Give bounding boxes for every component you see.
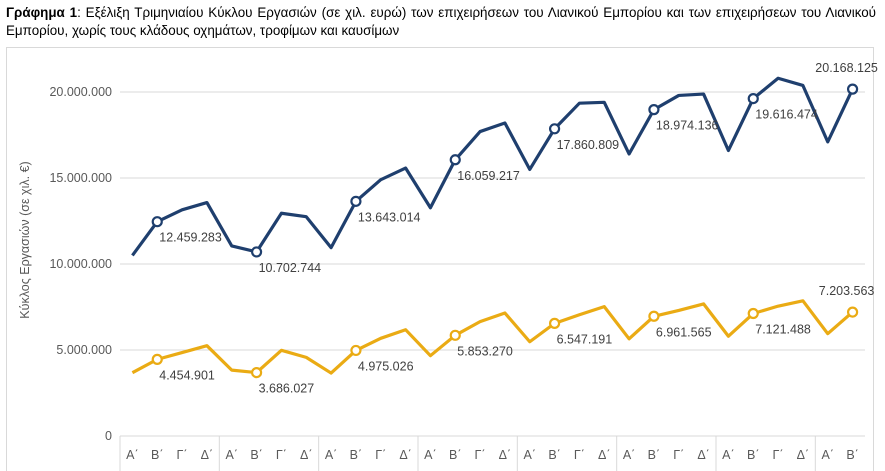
x-tick-label: Δ΄	[598, 448, 611, 462]
x-tick-label: Γ΄	[375, 448, 386, 462]
series-lines	[131, 76, 855, 375]
data-point-marker	[350, 344, 362, 357]
data-label: 5.853.270	[457, 344, 513, 358]
data-label: 7.121.488	[755, 323, 811, 337]
y-tick-label: 20.000.000	[49, 85, 112, 99]
x-tick-label: Γ΄	[773, 448, 784, 462]
series-markers	[151, 83, 859, 379]
data-point-marker	[846, 306, 859, 318]
data-label: 12.459.283	[159, 231, 222, 245]
x-tick-label: Δ΄	[300, 448, 313, 462]
data-point-marker	[350, 195, 362, 207]
data-label: 6.547.191	[557, 332, 613, 346]
data-point-marker	[747, 92, 759, 105]
x-tick-label: Γ΄	[177, 448, 188, 462]
data-label: 10.702.744	[259, 261, 322, 275]
series-line-1	[131, 76, 855, 257]
x-tick-label: Γ΄	[673, 448, 684, 462]
data-labels: 12.459.283 10.702.744 13.643.014 16.059.217…	[159, 61, 878, 395]
data-label: 7.203.563	[819, 284, 875, 298]
data-point-marker	[151, 353, 163, 365]
data-label: 13.643.014	[358, 210, 421, 224]
chart-caption: Γράφημα 1: Εξέλιξη Τριμηνιαίου Κύκλου Ερ…	[6, 4, 876, 40]
data-label: 20.168.125	[815, 61, 878, 75]
data-point-marker	[449, 329, 461, 341]
gridlines	[120, 91, 865, 437]
x-tick-label: Β΄	[548, 448, 561, 462]
data-label: 18.974.136	[656, 119, 719, 133]
x-tick-label: Α΄	[325, 448, 338, 462]
data-point-marker	[449, 154, 461, 166]
x-tick-label: Α΄	[226, 448, 239, 462]
data-label: 16.059.217	[457, 169, 520, 183]
x-tick-label: Α΄	[424, 448, 437, 462]
x-tick-label: Β΄	[449, 448, 462, 462]
x-tick-label: Α΄	[524, 448, 537, 462]
chart-frame	[6, 47, 874, 471]
x-tick-label: Γ΄	[276, 448, 287, 462]
x-tick-label: Δ΄	[697, 448, 710, 462]
data-label: 4.975.026	[358, 359, 414, 373]
data-point-marker	[648, 104, 660, 116]
x-tick-label: Α΄	[126, 448, 139, 462]
y-axis-label: Κύκλος Εργασιών (σε χιλ. €)	[18, 161, 32, 318]
data-label: 4.454.901	[159, 368, 215, 382]
data-point-marker	[846, 83, 859, 95]
x-tick-label: Α΄	[722, 448, 735, 462]
x-tick-label: Β΄	[250, 448, 263, 462]
series-line-2	[131, 299, 854, 375]
caption-prefix: Γράφημα 1	[6, 5, 78, 20]
y-axis-ticks: 0 5.000.000 10.000.000 15.000.000 20.000.000	[49, 85, 112, 443]
y-tick-label: 15.000.000	[49, 171, 112, 185]
x-tick-label: Δ΄	[499, 448, 512, 462]
data-point-marker	[548, 317, 561, 329]
y-tick-label: 10.000.000	[49, 257, 112, 271]
x-tick-label: Δ΄	[201, 448, 214, 462]
x-axis: Α΄ Β΄ Γ΄ Δ΄ Α΄ Β΄ Γ΄ Δ΄ Α΄ Β΄ Γ΄ Δ΄ Α΄ Β΄ Γ΄ Δ΄ Α΄ Β΄ Γ΄ Δ΄…	[119, 436, 859, 471]
x-tick-label: Β΄	[747, 448, 760, 462]
x-tick-label: Γ΄	[475, 448, 486, 462]
x-tick-label: Δ΄	[399, 448, 412, 462]
x-tick-label: Α΄	[822, 448, 835, 462]
x-tick-label: Β΄	[648, 448, 661, 462]
caption-text: : Εξέλιξη Τριμηνιαίου Κύκλου Εργασιών (σ…	[6, 5, 877, 38]
data-label: 17.860.809	[557, 138, 620, 152]
y-tick-label: 5.000.000	[56, 343, 112, 357]
data-point-marker	[548, 123, 561, 135]
x-tick-label: Γ΄	[574, 448, 585, 462]
x-tick-label: Β΄	[846, 448, 859, 462]
x-tick-label: Β΄	[151, 448, 164, 462]
x-tick-label: Δ΄	[797, 448, 810, 462]
data-label: 19.616.474	[755, 108, 818, 122]
data-point-marker	[648, 310, 660, 322]
data-label: 6.961.565	[656, 325, 712, 339]
x-tick-label: Α΄	[623, 448, 636, 462]
data-point-marker	[250, 367, 263, 379]
data-point-marker	[250, 246, 263, 258]
data-point-marker	[747, 307, 759, 320]
y-tick-label: 0	[105, 429, 112, 443]
data-point-marker	[151, 216, 163, 228]
x-tick-label: Β΄	[350, 448, 363, 462]
data-label: 3.686.027	[259, 382, 315, 396]
